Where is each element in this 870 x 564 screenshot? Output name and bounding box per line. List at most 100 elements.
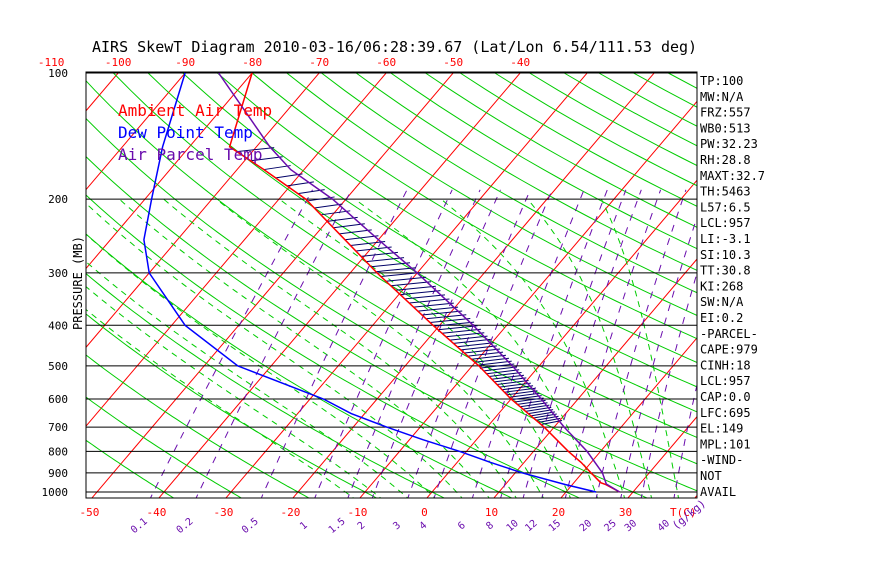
mixing-ratio-tick-label: 0.1 <box>129 516 150 536</box>
bottom-temp-tick-label: -50 <box>80 506 100 519</box>
stat-entry: FRZ:557 <box>700 106 751 120</box>
mixing-ratio-line <box>371 190 500 501</box>
dry-adiabat-line <box>0 54 654 501</box>
mixing-ratio-tick-label: 3 <box>391 520 403 532</box>
mixing-ratio-line <box>472 190 585 501</box>
cape-hatch-line <box>450 336 488 340</box>
pressure-tick-label: 300 <box>48 267 68 280</box>
pressure-tick-label: 400 <box>48 319 68 332</box>
dry-adiabat-line <box>466 54 870 501</box>
top-temp-tick-label: -60 <box>376 56 396 69</box>
mixing-ratio-tick-label: 2 <box>356 520 368 532</box>
stat-entry: -PARCEL- <box>700 327 758 341</box>
stat-entry: MPL:101 <box>700 437 751 451</box>
mixing-ratio-tick-label: 30 <box>623 518 639 534</box>
dry-adiabat-line <box>499 54 870 501</box>
stat-entry: TH:5463 <box>700 185 751 199</box>
mixing-ratio-tick-label: 6 <box>456 520 468 532</box>
pressure-tick-label: 200 <box>48 193 68 206</box>
pressure-tick-label: 800 <box>48 445 68 458</box>
mixing-ratio-tick-label: 0.2 <box>175 516 196 536</box>
bottom-temp-tick-label: 30 <box>619 506 632 519</box>
stat-entry: -WIND- <box>700 453 743 467</box>
stat-entry: TP:100 <box>700 74 743 88</box>
dry-adiabat-line <box>28 54 722 501</box>
legend-air-parcel-temp: Air Parcel Temp <box>118 145 263 164</box>
stat-entry: CAPE:979 <box>700 343 758 357</box>
cape-hatch-line <box>386 277 426 281</box>
pressure-tick-label: 600 <box>48 393 68 406</box>
dry-adiabat-line <box>196 54 870 501</box>
cape-hatch-line <box>461 346 497 350</box>
pressure-tick-label: 500 <box>48 360 68 373</box>
mixing-ratio-tick-label: 8 <box>484 520 496 532</box>
pressure-tick-label: 1000 <box>42 486 69 499</box>
dry-adiabat-line <box>0 54 246 501</box>
stat-entry: LI:-3.1 <box>700 232 751 246</box>
top-temp-tick-label: -110 <box>38 56 65 69</box>
stat-entry: SW:N/A <box>700 295 744 309</box>
mixing-ratio-line <box>149 190 313 501</box>
mixing-ratio-tick-label: 12 <box>523 518 539 534</box>
stat-entry: LFC:695 <box>700 406 751 420</box>
isotherm-line <box>357 54 737 501</box>
stat-entry: AVAIL <box>700 485 736 499</box>
bottom-temp-tick-label: 0 <box>421 506 428 519</box>
mixing-ratio-line <box>620 190 706 501</box>
mixing-ratio-tick-label: 1 <box>298 520 310 532</box>
top-temp-tick-label: -50 <box>443 56 463 69</box>
bottom-temp-tick-label: -10 <box>348 506 368 519</box>
legend: Ambient Air Temp Dew Point Temp Air Parc… <box>118 101 272 164</box>
top-temp-tick-label: -80 <box>242 56 262 69</box>
stat-entry: MAXT:32.7 <box>700 169 765 183</box>
stat-entry: SI:10.3 <box>700 248 751 262</box>
cape-hatch-line <box>464 349 500 353</box>
mixing-ratio-tick-label: 40 <box>656 518 672 534</box>
stat-entry: LCL:957 <box>700 216 751 230</box>
pressure-tick-label: 700 <box>48 421 68 434</box>
stat-entry: CAP:0.0 <box>700 390 751 404</box>
bottom-temp-tick-label: -30 <box>214 506 234 519</box>
moist-adiabat-line <box>119 199 491 501</box>
mixing-ratio-tick-label: 4 <box>418 520 430 532</box>
moist-adiabat-line <box>81 199 464 501</box>
stat-entry: KI:268 <box>700 279 743 293</box>
bottom-temp-tick-label: -40 <box>147 506 167 519</box>
legend-ambient-air-temp: Ambient Air Temp <box>118 101 272 120</box>
cape-hatch-line <box>414 303 454 307</box>
mixing-ratio-tick-label: 15 <box>547 518 563 534</box>
stat-entry: CINH:18 <box>700 358 751 372</box>
y-axis-label: PRESSURE (MB) <box>71 236 85 330</box>
mixing-ratio-line <box>314 190 453 501</box>
mixing-ratio-line <box>195 190 352 501</box>
stat-entry: NOT <box>700 469 722 483</box>
stat-entry: EL:149 <box>700 422 743 436</box>
stat-entry: L57:6.5 <box>700 200 751 214</box>
isotherm-line <box>156 54 536 501</box>
top-temp-tick-label: -40 <box>510 56 530 69</box>
mixing-ratio-line <box>347 190 480 501</box>
mixing-ratio-tick-label: 20 <box>578 518 594 534</box>
bottom-temp-tick-label: 20 <box>552 506 565 519</box>
bottom-temp-tick-label: 10 <box>485 506 498 519</box>
stats-panel: TP:100MW:N/AFRZ:557WB0:513PW:32.23RH:28.… <box>700 74 765 499</box>
dry-adiabat-line <box>432 54 870 501</box>
mixing-ratio-line <box>565 190 661 501</box>
top-temp-tick-label: -70 <box>309 56 329 69</box>
top-temp-tick-label: -90 <box>175 56 195 69</box>
stat-entry: PW:32.23 <box>700 137 758 151</box>
isotherm-line <box>89 54 469 501</box>
dry-adiabat-line <box>634 54 870 501</box>
bottom-temp-tick-label: -20 <box>281 506 301 519</box>
cape-hatch-line <box>454 339 491 343</box>
cape-hatch-line <box>376 268 416 272</box>
cape-hatch-line <box>471 355 506 359</box>
top-temp-tick-label: -100 <box>105 56 132 69</box>
isotherm-line <box>223 54 603 501</box>
legend-dew-point-temp: Dew Point Temp <box>118 123 253 142</box>
cape-hatch-line <box>391 282 431 286</box>
mixing-ratio-tick-label: 1.5 <box>327 516 348 536</box>
mixing-ratio-tick-label: 0.5 <box>240 516 261 536</box>
